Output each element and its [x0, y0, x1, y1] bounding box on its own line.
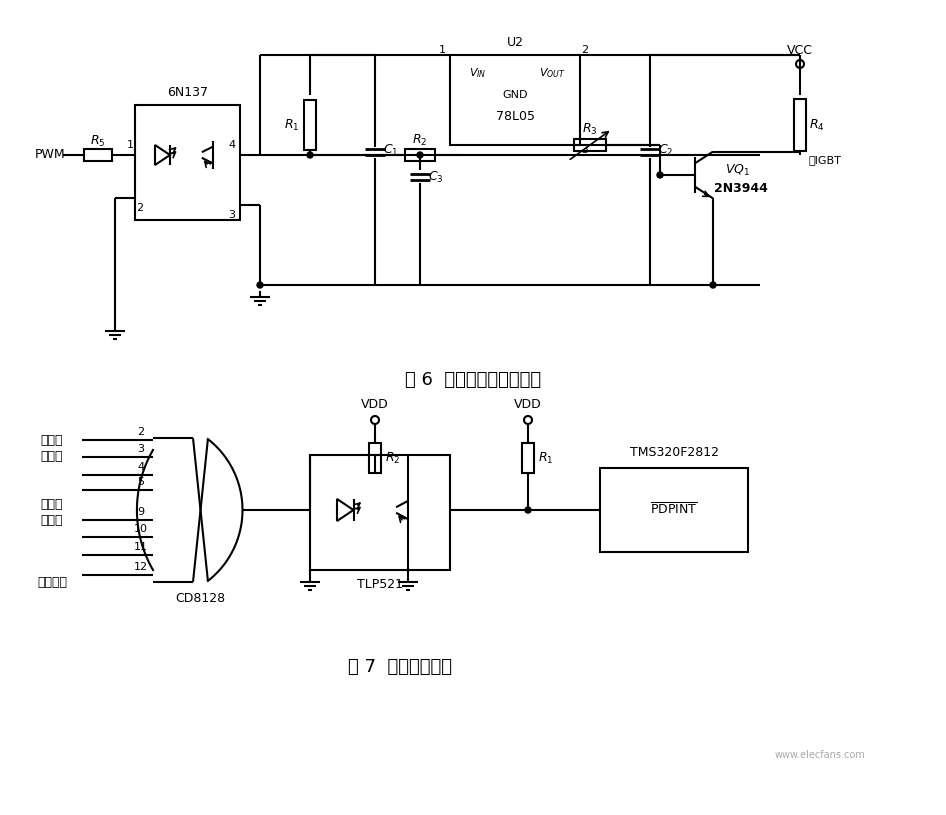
Text: $C_3$: $C_3$: [429, 170, 444, 184]
Text: 1: 1: [127, 140, 133, 150]
Text: 10: 10: [134, 524, 148, 534]
Text: VCC: VCC: [787, 43, 813, 56]
Text: 过电流: 过电流: [41, 451, 63, 464]
Circle shape: [525, 507, 531, 513]
Circle shape: [524, 416, 532, 424]
Text: 2: 2: [136, 203, 144, 213]
Text: PWM: PWM: [35, 148, 65, 161]
Text: GND: GND: [502, 90, 528, 100]
Bar: [405, 149, 435, 161]
Text: 11: 11: [134, 542, 148, 552]
Bar: [794, 99, 806, 151]
Text: 各种故: 各种故: [41, 499, 63, 512]
Bar: [84, 149, 112, 161]
Text: CD8128: CD8128: [175, 592, 225, 605]
Text: 图 6  光电隔离的驱动回路: 图 6 光电隔离的驱动回路: [405, 371, 541, 389]
Text: $\overline{\mathrm{PDPINT}}$: $\overline{\mathrm{PDPINT}}$: [650, 502, 698, 518]
Text: 9: 9: [137, 507, 145, 517]
Text: $VQ_1$: $VQ_1$: [726, 162, 750, 178]
Bar: [522, 443, 534, 473]
Text: 1: 1: [439, 45, 446, 55]
Text: 78L05: 78L05: [496, 111, 534, 124]
Text: $V_{OUT}$: $V_{OUT}$: [538, 66, 566, 80]
Text: 2: 2: [582, 45, 588, 55]
Bar: [574, 139, 606, 151]
Text: 4: 4: [137, 462, 145, 472]
Text: 电机过热: 电机过热: [37, 576, 67, 589]
Circle shape: [710, 282, 716, 288]
Text: $R_2$: $R_2$: [385, 451, 401, 465]
Text: $R_4$: $R_4$: [809, 117, 825, 133]
Text: 障信号: 障信号: [41, 513, 63, 526]
Text: 过电压: 过电压: [41, 434, 63, 447]
Text: $C_2$: $C_2$: [658, 143, 674, 157]
Text: VDD: VDD: [361, 398, 389, 411]
Text: 3: 3: [582, 145, 588, 155]
Text: U2: U2: [506, 37, 523, 50]
Circle shape: [371, 416, 379, 424]
Circle shape: [257, 282, 263, 288]
Text: www.elecfans.com: www.elecfans.com: [775, 750, 866, 760]
Circle shape: [307, 152, 313, 158]
Text: $C_1$: $C_1$: [383, 143, 398, 157]
Text: 4: 4: [228, 140, 236, 150]
Bar: [450, 55, 580, 145]
Bar: [310, 455, 450, 570]
Text: 去IGBT: 去IGBT: [809, 155, 841, 165]
Circle shape: [796, 60, 804, 68]
Text: $R_1$: $R_1$: [285, 117, 300, 133]
Bar: [369, 443, 381, 473]
Text: TMS320F2812: TMS320F2812: [629, 447, 719, 460]
Text: 2N3944: 2N3944: [714, 183, 768, 196]
Text: 3: 3: [229, 210, 236, 220]
Text: $V_{IN}$: $V_{IN}$: [469, 66, 487, 80]
Bar: [304, 100, 316, 150]
Circle shape: [657, 172, 663, 178]
Text: TLP521: TLP521: [357, 578, 403, 591]
Text: VDD: VDD: [514, 398, 542, 411]
Text: 12: 12: [134, 562, 149, 572]
Bar: [135, 105, 240, 220]
Text: $R_3$: $R_3$: [582, 121, 598, 137]
Bar: [600, 468, 748, 552]
Text: 5: 5: [137, 477, 145, 487]
Text: 6N137: 6N137: [167, 86, 208, 99]
Text: 图 7  故障保护电路: 图 7 故障保护电路: [348, 658, 452, 676]
Text: $R_2$: $R_2$: [412, 133, 428, 148]
Text: $R_1$: $R_1$: [538, 451, 553, 465]
Text: 3: 3: [137, 444, 145, 454]
Text: 2: 2: [137, 427, 145, 437]
Text: $R_5$: $R_5$: [90, 134, 106, 148]
Circle shape: [417, 152, 423, 158]
